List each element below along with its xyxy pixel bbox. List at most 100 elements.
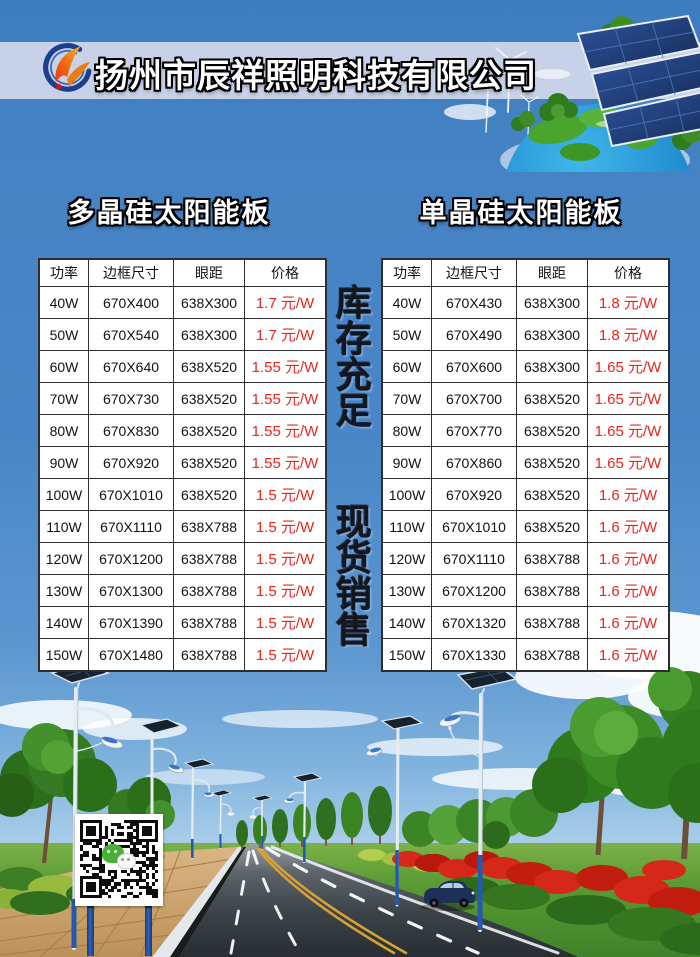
table-row: 60W 670X600 638X300 1.65 元/W (381, 350, 670, 383)
price-cell: 1.65 元/W (587, 446, 670, 479)
value-cell: 50W (38, 318, 89, 351)
value-cell: 670X490 (431, 318, 517, 351)
table-row: 140W 670X1390 638X788 1.5 元/W (38, 606, 327, 639)
street-light-right-3 (283, 772, 323, 864)
price-cell: 1.6 元/W (587, 638, 670, 672)
column-header: 功率 (38, 258, 89, 287)
car (421, 881, 475, 911)
road-markings (229, 845, 560, 955)
value-cell: 670X400 (88, 286, 174, 319)
price-cell: 1.7 元/W (244, 286, 327, 319)
value-cell: 638X520 (173, 382, 245, 415)
value-cell: 670X730 (88, 382, 174, 415)
value-cell: 140W (381, 606, 432, 639)
price-cell: 1.5 元/W (244, 478, 327, 511)
value-cell: 670X640 (88, 350, 174, 383)
value-cell: 60W (38, 350, 89, 383)
value-cell: 638X300 (173, 318, 245, 351)
table-row: 150W 670X1330 638X788 1.6 元/W (381, 638, 670, 672)
value-cell: 130W (381, 574, 432, 607)
street-scene (0, 611, 700, 957)
price-cell: 1.55 元/W (244, 414, 327, 447)
street-light-left-3 (183, 758, 215, 860)
value-cell: 638X788 (173, 542, 245, 575)
table-row: 40W 670X400 638X300 1.7 元/W (38, 286, 327, 319)
column-header: 价格 (244, 258, 327, 287)
table-header-row: 功率 边框尺寸 眼距 价格 (381, 258, 670, 287)
price-cell: 1.65 元/W (587, 382, 670, 415)
value-cell: 638X788 (173, 510, 245, 543)
company-logo-icon (43, 43, 92, 92)
value-cell: 120W (38, 542, 89, 575)
value-cell: 638X520 (173, 446, 245, 479)
table-row: 40W 670X430 638X300 1.8 元/W (381, 286, 670, 319)
value-cell: 100W (38, 478, 89, 511)
value-cell: 150W (38, 638, 89, 672)
street-lights (49, 662, 518, 950)
value-cell: 50W (381, 318, 432, 351)
value-cell: 670X430 (431, 286, 517, 319)
poly-panel-title: 多晶硅太阳能板 (67, 198, 271, 228)
value-cell: 638X300 (516, 286, 588, 319)
solar-panel-array-icon (576, 14, 700, 148)
street-light-right-1 (438, 666, 518, 932)
value-cell: 100W (381, 478, 432, 511)
value-cell: 120W (381, 542, 432, 575)
column-header: 边框尺寸 (88, 258, 174, 287)
value-cell: 638X788 (516, 606, 588, 639)
company-name: 扬州市辰祥照明科技有限公司 (95, 57, 537, 94)
table-row: 100W 670X920 638X520 1.6 元/W (381, 478, 670, 511)
table-row: 80W 670X830 638X520 1.55 元/W (38, 414, 327, 447)
qr-pattern (80, 820, 158, 898)
price-cell: 1.5 元/W (244, 638, 327, 672)
value-cell: 670X860 (431, 446, 517, 479)
value-cell: 670X600 (431, 350, 517, 383)
price-cell: 1.6 元/W (587, 542, 670, 575)
wechat-qr-code (75, 814, 163, 906)
value-cell: 670X1200 (431, 574, 517, 607)
column-header: 边框尺寸 (431, 258, 517, 287)
curb-stripe (170, 847, 246, 957)
value-cell: 70W (381, 382, 432, 415)
poplar-trees (236, 786, 392, 849)
table-row: 100W 670X1010 638X520 1.5 元/W (38, 478, 327, 511)
table-row: 130W 670X1300 638X788 1.5 元/W (38, 574, 327, 607)
table-row: 50W 670X490 638X300 1.8 元/W (381, 318, 670, 351)
value-cell: 80W (381, 414, 432, 447)
value-cell: 110W (381, 510, 432, 543)
value-cell: 638X788 (516, 638, 588, 672)
value-cell: 670X700 (431, 382, 517, 415)
value-cell: 638X520 (516, 382, 588, 415)
mono-panel-title: 单晶硅太阳能板 (419, 198, 623, 228)
column-header: 眼距 (173, 258, 245, 287)
value-cell: 670X1330 (431, 638, 517, 672)
value-cell: 130W (38, 574, 89, 607)
value-cell: 638X300 (516, 318, 588, 351)
value-cell: 90W (38, 446, 89, 479)
price-cell: 1.65 元/W (587, 350, 670, 383)
price-cell: 1.7 元/W (244, 318, 327, 351)
value-cell: 638X520 (173, 478, 245, 511)
value-cell: 670X1110 (431, 542, 517, 575)
value-cell: 638X520 (516, 414, 588, 447)
value-cell: 638X788 (516, 574, 588, 607)
price-cell: 1.8 元/W (587, 286, 670, 319)
table-row: 50W 670X540 638X300 1.7 元/W (38, 318, 327, 351)
value-cell: 670X1300 (88, 574, 174, 607)
value-cell: 638X788 (173, 606, 245, 639)
value-cell: 670X1010 (431, 510, 517, 543)
table-row: 140W 670X1320 638X788 1.6 元/W (381, 606, 670, 639)
value-cell: 638X520 (173, 350, 245, 383)
value-cell: 638X520 (516, 446, 588, 479)
value-cell: 670X920 (88, 446, 174, 479)
value-cell: 70W (38, 382, 89, 415)
solar-globe-graphic (444, 14, 700, 172)
table-row: 70W 670X730 638X520 1.55 元/W (38, 382, 327, 415)
value-cell: 80W (38, 414, 89, 447)
value-cell: 670X1480 (88, 638, 174, 672)
value-cell: 638X788 (516, 542, 588, 575)
panel-grid-lines (583, 21, 700, 140)
value-cell: 670X920 (431, 478, 517, 511)
table-row: 90W 670X860 638X520 1.65 元/W (381, 446, 670, 479)
price-cell: 1.55 元/W (244, 382, 327, 415)
